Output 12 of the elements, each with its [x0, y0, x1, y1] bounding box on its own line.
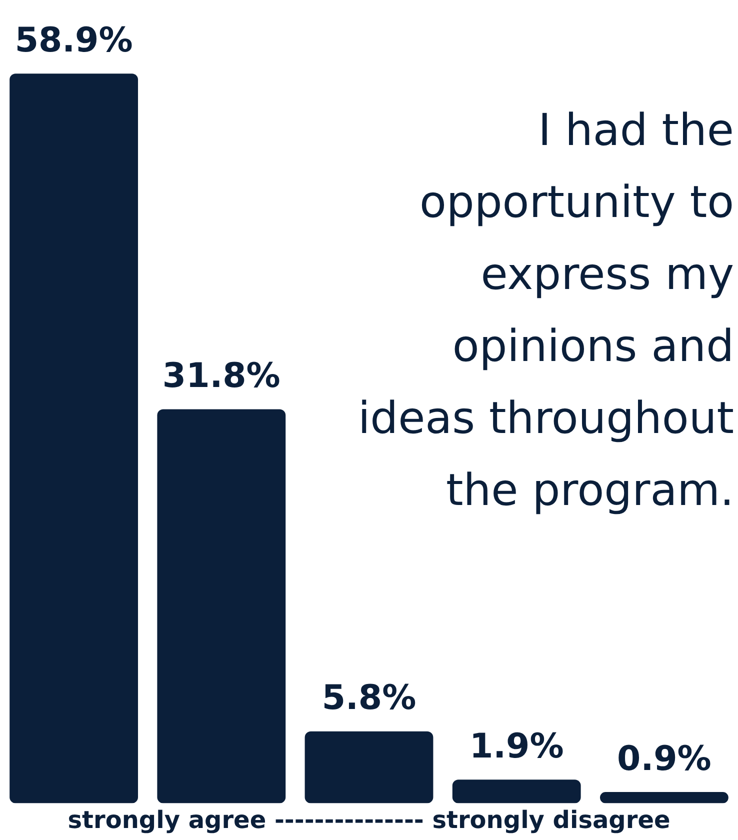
data-label: 5.8% [322, 678, 416, 718]
bar [157, 409, 286, 804]
data-label: 58.9% [14, 20, 133, 60]
bar [452, 780, 581, 804]
data-label: 31.8% [162, 356, 280, 396]
text: I had the opportunity to express my opinions and ideas throughout the program. [356, 104, 734, 518]
bar [304, 731, 434, 804]
data-label: 1.9% [469, 726, 564, 766]
bar [10, 74, 138, 804]
x-axis-title: strongly agree --------------- strongly disagree [68, 806, 670, 834]
bar [600, 792, 728, 804]
data-label: 0.9% [617, 738, 712, 779]
